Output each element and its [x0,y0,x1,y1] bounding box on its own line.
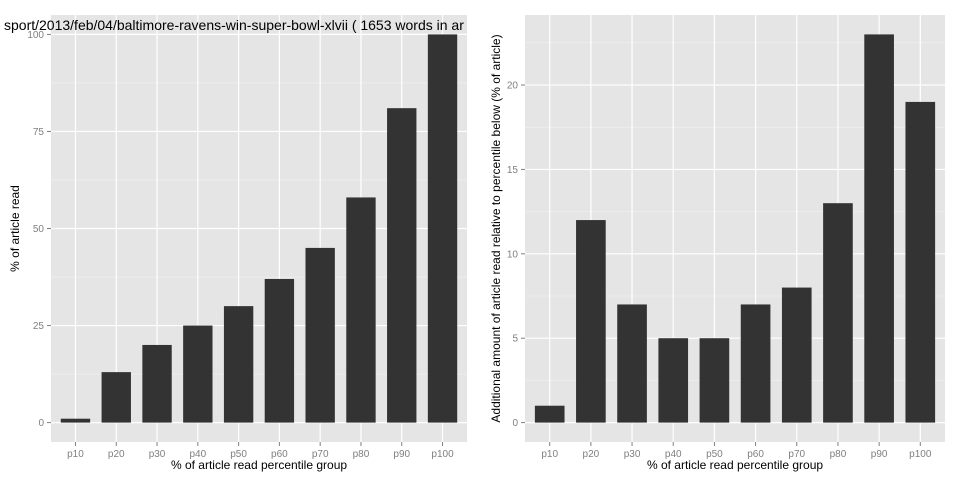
y-tick-label: 100 [27,30,44,41]
y-tick-label: 50 [33,224,45,235]
x-tick-label: p40 [665,449,682,460]
bar-p90 [387,108,417,423]
left-chart: 0 25 50 75 100 p10 p20 p30 p40 p50 p60 p70 p80 p90 p10… [4,15,467,472]
x-tick-label: p100 [909,449,932,460]
bar-p10 [60,418,91,423]
x-tick-label: p20 [583,449,600,460]
x-tick-label: p70 [312,449,329,460]
y-tick-label: 75 [33,127,45,138]
bar-p40 [658,338,689,423]
y-tick-label: 15 [507,165,519,176]
x-tick-label: p40 [189,449,206,460]
x-tick-label: p10 [67,449,84,460]
bar-p70 [781,287,812,423]
x-tick-label: p70 [788,449,805,460]
x-tick-label: p50 [230,449,247,460]
y-axis-title: % of article read [8,185,22,272]
bar-p50 [699,338,730,423]
bar-p20 [576,220,606,423]
x-tick-label: p20 [108,449,125,460]
y-axis-title: Additional amount of article read relati… [489,34,503,422]
y-tick-label: 5 [512,334,518,345]
y-tick-label: 25 [33,321,45,332]
x-tick-label: p50 [706,449,723,460]
x-tick-label: p60 [747,449,764,460]
x-tick-label: p80 [830,449,847,460]
x-tick-label: p60 [271,449,288,460]
x-tick-label: p80 [353,449,370,460]
y-tick-label: 20 [507,81,519,92]
x-tick-label: p90 [393,449,410,460]
y-tick-label: 10 [507,249,519,260]
bar-p10 [534,405,565,423]
bar-p30 [617,304,647,423]
bar-p80 [346,197,376,423]
x-tick-label: p90 [871,449,888,460]
y-tick-label: 0 [38,418,44,429]
x-tick-label: p10 [541,449,558,460]
x-tick-label: p100 [431,449,454,460]
bar-p80 [823,203,853,423]
bar-p20 [101,372,131,423]
bar-p50 [223,306,254,423]
bar-p40 [183,325,213,423]
bar-p60 [740,304,771,423]
y-tick-label: 0 [512,418,518,429]
right-chart: 0 5 10 15 20 p10 p20 p30 p40 p50 p60 p70 p80 p90 p100%… [489,15,945,472]
chart-title: sport/2013/feb/04/baltimore-ravens-win-s… [4,17,464,33]
bar-p60 [264,278,295,423]
x-tick-label: p30 [149,449,166,460]
bar-p100 [905,101,936,423]
x-axis-title: % of article read percentile group [171,458,347,472]
bar-p100 [427,34,458,423]
bar-p90 [864,34,894,423]
bar-p70 [305,247,335,423]
bar-p30 [142,344,172,423]
x-axis-title: % of article read percentile group [647,458,823,472]
x-tick-label: p30 [624,449,641,460]
